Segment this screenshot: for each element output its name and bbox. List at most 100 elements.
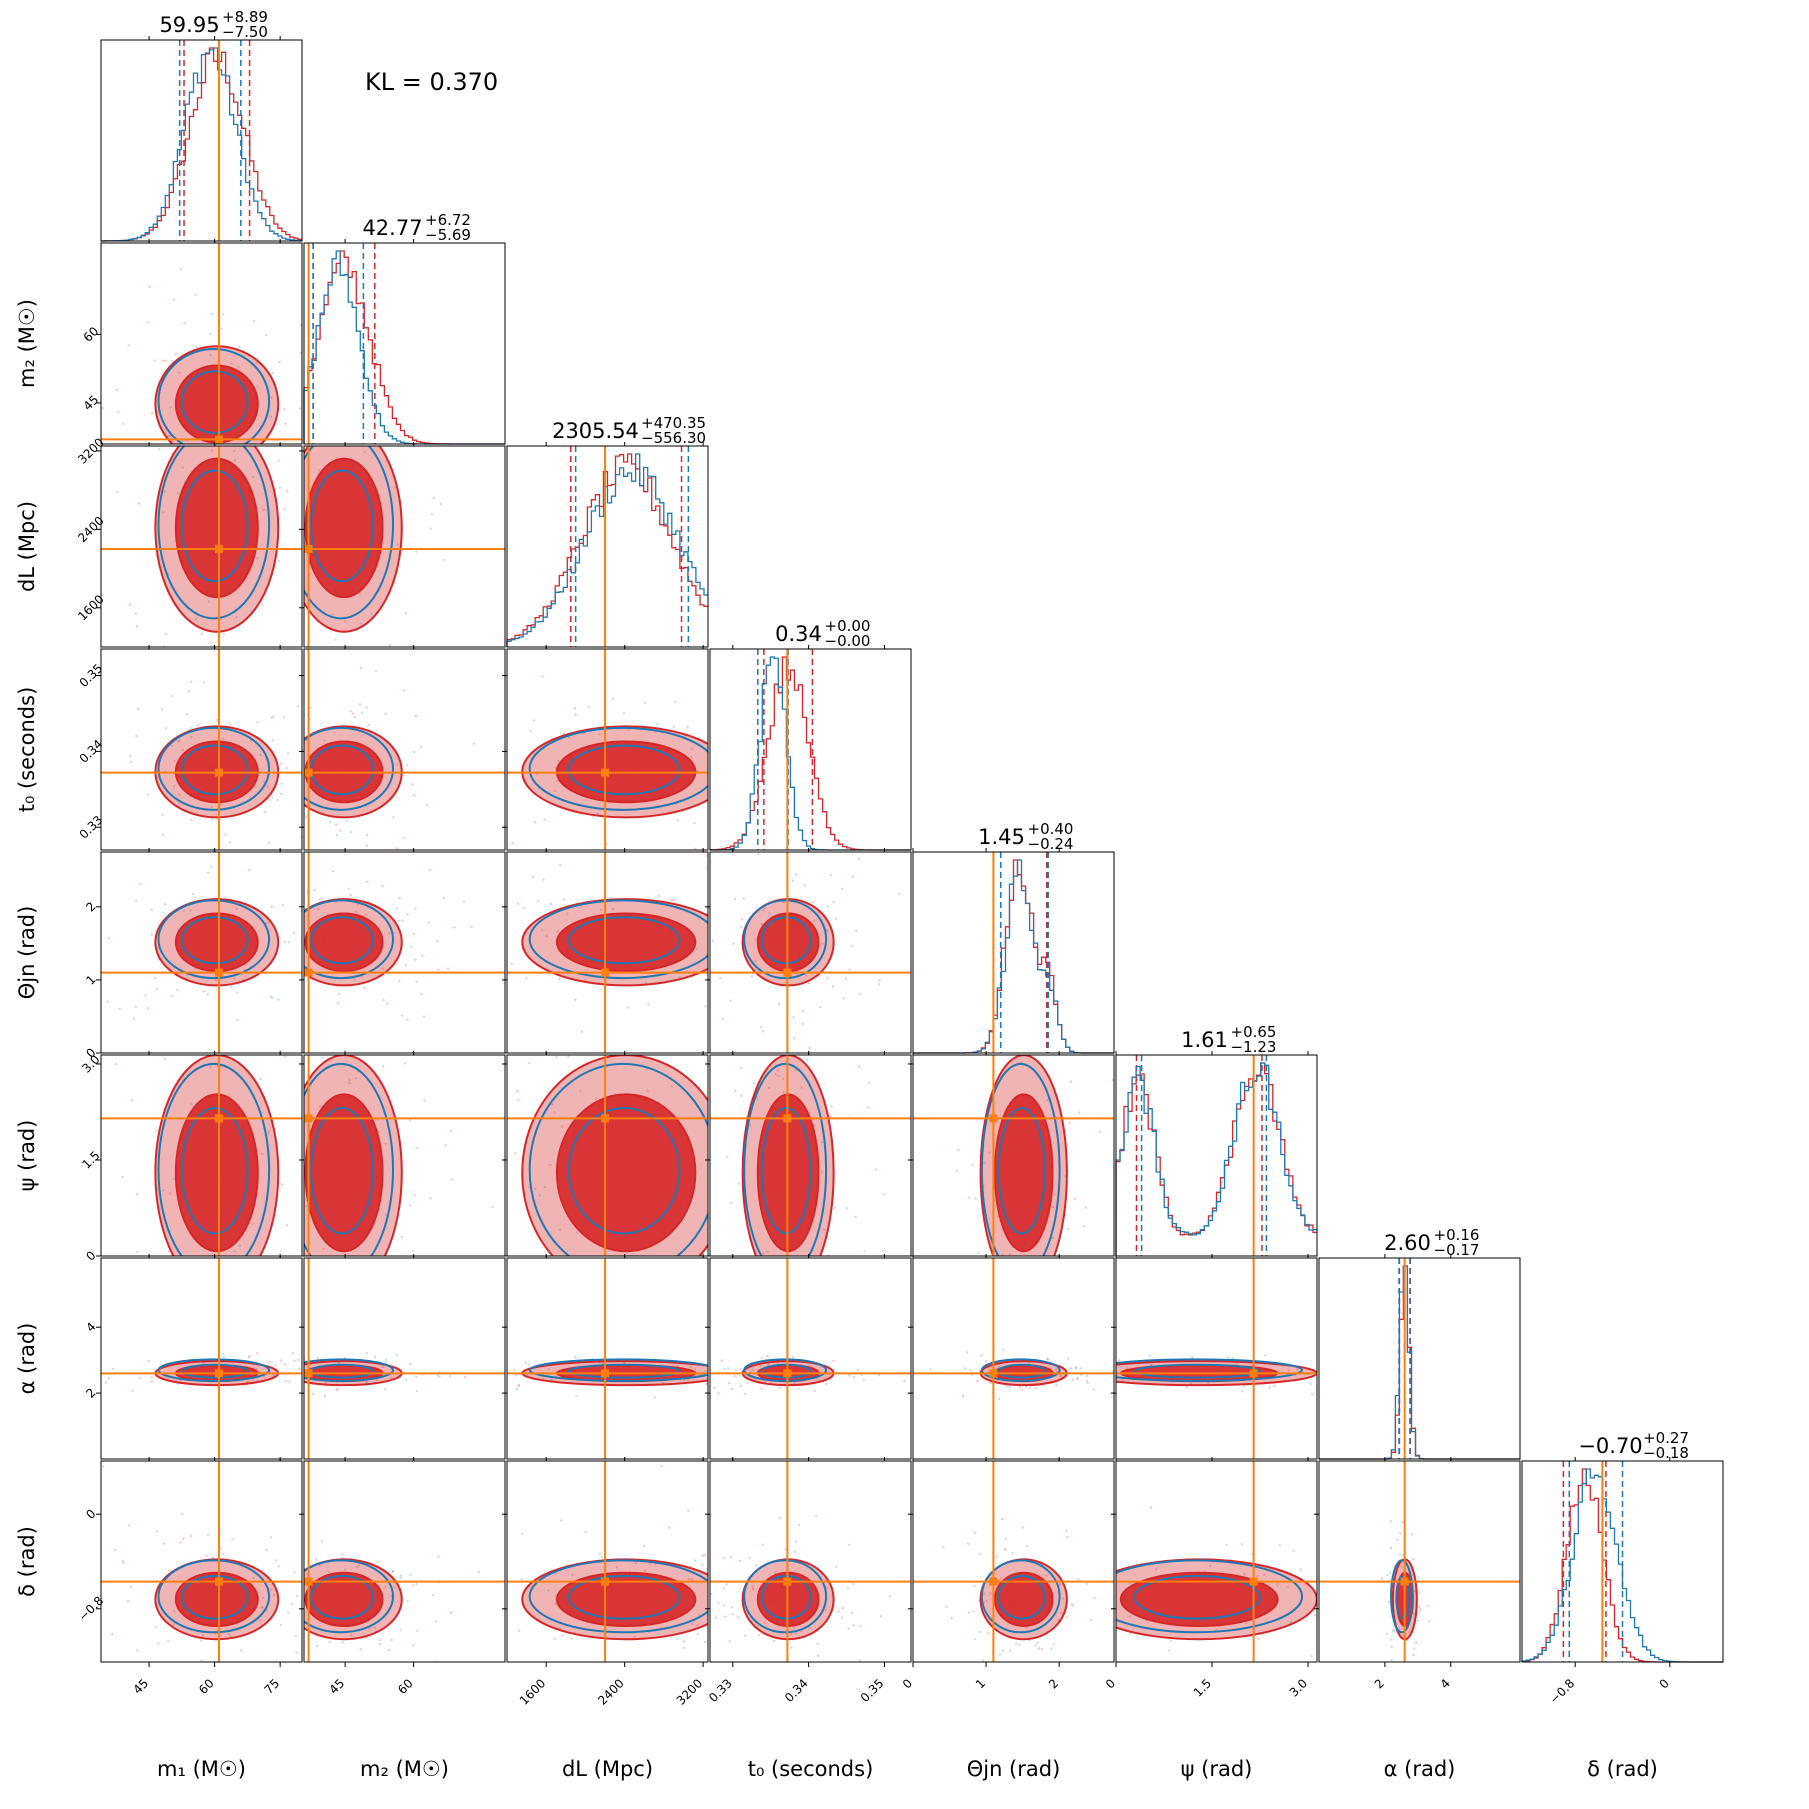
scatter-point — [295, 1594, 299, 1598]
scatter-point — [1019, 1386, 1022, 1389]
scatter-point — [465, 1693, 467, 1695]
scatter-point — [740, 1066, 743, 1070]
scatter-point — [335, 1387, 339, 1390]
scatter-point — [415, 1375, 418, 1379]
scatter-point — [846, 1587, 849, 1590]
scatter-point — [189, 1534, 193, 1538]
scatter-point — [854, 1215, 857, 1219]
scatter-point — [728, 1640, 731, 1643]
scatter-point — [713, 1386, 716, 1390]
scatter-point — [209, 1066, 212, 1069]
scatter-point — [737, 1182, 741, 1185]
y-tick-label: 45 — [81, 393, 102, 414]
scatter-point — [271, 996, 274, 999]
scatter-point — [384, 1358, 388, 1362]
contour-outer-blue — [528, 1358, 708, 1382]
scatter-point — [734, 1368, 738, 1372]
scatter-point — [248, 868, 251, 872]
scatter-point — [393, 1586, 396, 1589]
panel-content — [710, 1055, 911, 1256]
scatter-point — [244, 1667, 246, 1669]
scatter-point — [532, 719, 536, 722]
scatter-point — [696, 1633, 699, 1636]
scatter-point — [381, 884, 384, 888]
scatter-point — [1402, 1663, 1404, 1665]
scatter-point — [315, 1558, 318, 1561]
x-tick-label: 0 — [1657, 1676, 1672, 1691]
scatter-point — [1086, 1381, 1089, 1385]
scatter-point — [350, 1634, 353, 1637]
scatter-point — [225, 1692, 227, 1694]
scatter-point — [363, 986, 366, 989]
scatter-point — [545, 935, 548, 938]
scatter-point — [411, 783, 414, 786]
scatter-point — [554, 1603, 557, 1606]
panel-content — [101, 446, 302, 647]
y-tick-label: 2 — [83, 899, 98, 914]
scatter-point — [232, 977, 236, 980]
scatter-point — [521, 1532, 524, 1536]
scatter-point — [823, 1228, 826, 1231]
contour-panel-m1-alpha: 24 — [83, 1254, 303, 1464]
scatter-point — [674, 700, 677, 703]
truth-marker — [601, 1577, 610, 1586]
contour-inner-blue — [567, 744, 681, 796]
x-tick-label: 0 — [1103, 1676, 1118, 1691]
scatter-point — [388, 932, 391, 935]
panel-background — [304, 1461, 505, 1662]
scatter-point — [448, 1375, 452, 1378]
scatter-point — [997, 1397, 1001, 1401]
scatter-point — [784, 1548, 787, 1551]
scatter-point — [779, 1517, 782, 1520]
scatter-point — [1068, 1367, 1071, 1371]
scatter-point — [155, 987, 159, 991]
scatter-point — [181, 1512, 184, 1516]
scatter-point — [414, 958, 417, 961]
scatter-point — [410, 945, 413, 949]
scatter-point — [858, 992, 861, 995]
scatter-point — [322, 1056, 325, 1060]
scatter-point — [146, 321, 149, 324]
x-tick-label: 2 — [1372, 1676, 1387, 1691]
scatter-point — [517, 1385, 520, 1388]
scatter-point — [255, 1352, 259, 1355]
scatter-point — [260, 1606, 264, 1609]
scatter-point — [288, 1380, 291, 1383]
scatter-point — [442, 558, 446, 562]
scatter-point — [111, 1632, 114, 1636]
scatter-point — [406, 1599, 409, 1603]
contour-inner-blue — [181, 1107, 249, 1235]
panel-content — [913, 1461, 1114, 1662]
panel-frame — [100, 851, 303, 1054]
y-tick-label: 60 — [81, 324, 102, 345]
panel-frame — [1115, 1257, 1318, 1460]
scatter-point — [731, 1613, 734, 1616]
scatter-point — [765, 1682, 767, 1684]
panel-background — [304, 243, 505, 444]
scatter-point — [690, 747, 694, 750]
scatter-point — [587, 705, 590, 709]
scatter-point — [1413, 1647, 1416, 1650]
scatter-point — [1057, 1618, 1060, 1622]
scatter-point — [65, 897, 67, 899]
scatter-point — [690, 756, 693, 759]
scatter-point — [646, 1090, 649, 1093]
scatter-point — [729, 999, 732, 1002]
x-tick-label: −0.8 — [1547, 1676, 1578, 1707]
scatter-point — [168, 1192, 172, 1195]
contour-outer-blue — [1116, 1358, 1304, 1382]
scatter-point — [622, 712, 626, 715]
scatter-point — [967, 1611, 971, 1614]
scatter-point — [754, 938, 757, 941]
panel-content — [304, 1055, 505, 1256]
scatter-point — [792, 1355, 795, 1359]
scatter-point — [1148, 1354, 1152, 1358]
scatter-point — [190, 818, 193, 821]
scatter-point — [719, 976, 722, 980]
scatter-point — [181, 466, 184, 469]
scatter-point — [879, 1615, 883, 1618]
scatter-point — [368, 1627, 372, 1630]
scatter-point — [667, 1526, 671, 1529]
scatter-point — [1085, 1582, 1089, 1585]
